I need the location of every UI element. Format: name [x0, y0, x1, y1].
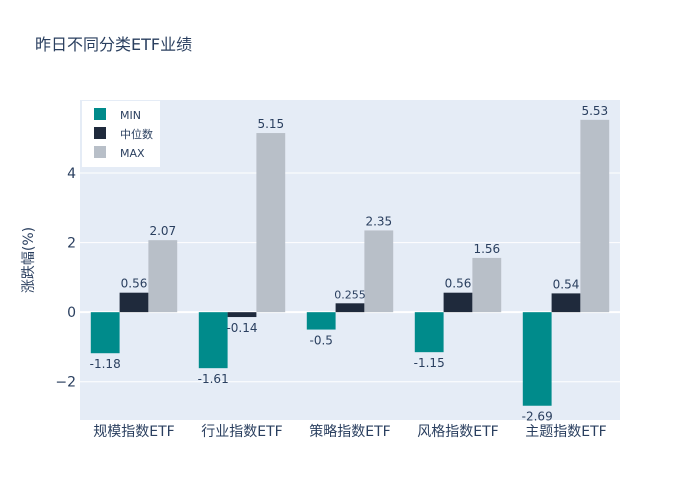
bar-max [364, 230, 394, 313]
y-axis: −2 0 2 4 [55, 166, 76, 391]
bar-min [90, 312, 120, 354]
x-tick-label: 主题指数ETF [525, 424, 606, 440]
x-tick-label: 风格指数ETF [417, 424, 498, 440]
x-tick-label: 规模指数ETF [93, 424, 174, 440]
legend-label-max: MAX [120, 147, 145, 160]
data-label: 2.07 [149, 224, 176, 238]
data-label: 0.56 [121, 277, 148, 291]
chart-title: 昨日不同分类ETF业绩 [35, 35, 192, 54]
bar-median [443, 292, 473, 313]
bar-max [580, 119, 610, 313]
bar-max [256, 133, 286, 313]
bar-min [414, 312, 444, 353]
legend-label-median: 中位数 [120, 127, 153, 141]
data-label: 2.35 [365, 214, 392, 228]
data-label: 0.255 [334, 288, 366, 301]
bars [90, 119, 610, 406]
legend-swatch-median [94, 127, 106, 139]
data-label: 0.56 [445, 277, 472, 291]
data-labels: -1.18 0.56 2.07 -1.61 -0.14 5.15 -0.5 0.255 2.35… [90, 104, 608, 424]
data-label: -2.69 [522, 410, 553, 424]
y-tick-label: −2 [55, 375, 76, 391]
data-label: -1.15 [414, 356, 445, 370]
data-label: -1.18 [90, 357, 121, 371]
data-label: 5.53 [581, 104, 608, 118]
bar-min [306, 312, 336, 330]
data-label: 5.15 [257, 117, 284, 131]
x-tick-label: 策略指数ETF [309, 423, 390, 440]
legend-swatch-min [94, 108, 106, 120]
data-label: -1.61 [198, 372, 229, 386]
legend-label-min: MIN [120, 109, 141, 122]
legend-swatch-max [94, 146, 106, 158]
x-axis: 规模指数ETF 行业指数ETF 策略指数ETF 风格指数ETF 主题指数ETF [93, 423, 606, 440]
data-label: 1.56 [473, 242, 500, 256]
bar-max [472, 257, 502, 313]
bar-median [227, 312, 257, 318]
data-label: -0.5 [309, 334, 332, 348]
bar-median [335, 303, 365, 313]
y-tick-label: 0 [67, 305, 76, 321]
bar-max [148, 240, 178, 313]
data-label: 0.54 [553, 277, 580, 291]
bar-median [551, 293, 581, 313]
y-axis-title: 涨跌幅(%) [21, 227, 37, 293]
data-label: -0.14 [226, 321, 257, 335]
bar-median [119, 292, 149, 313]
x-tick-label: 行业指数ETF [201, 424, 282, 440]
y-tick-label: 2 [67, 236, 76, 252]
bar-min [198, 312, 228, 369]
legend: MIN 中位数 MAX [82, 101, 160, 167]
bar-min [522, 312, 552, 406]
y-tick-label: 4 [67, 166, 76, 182]
